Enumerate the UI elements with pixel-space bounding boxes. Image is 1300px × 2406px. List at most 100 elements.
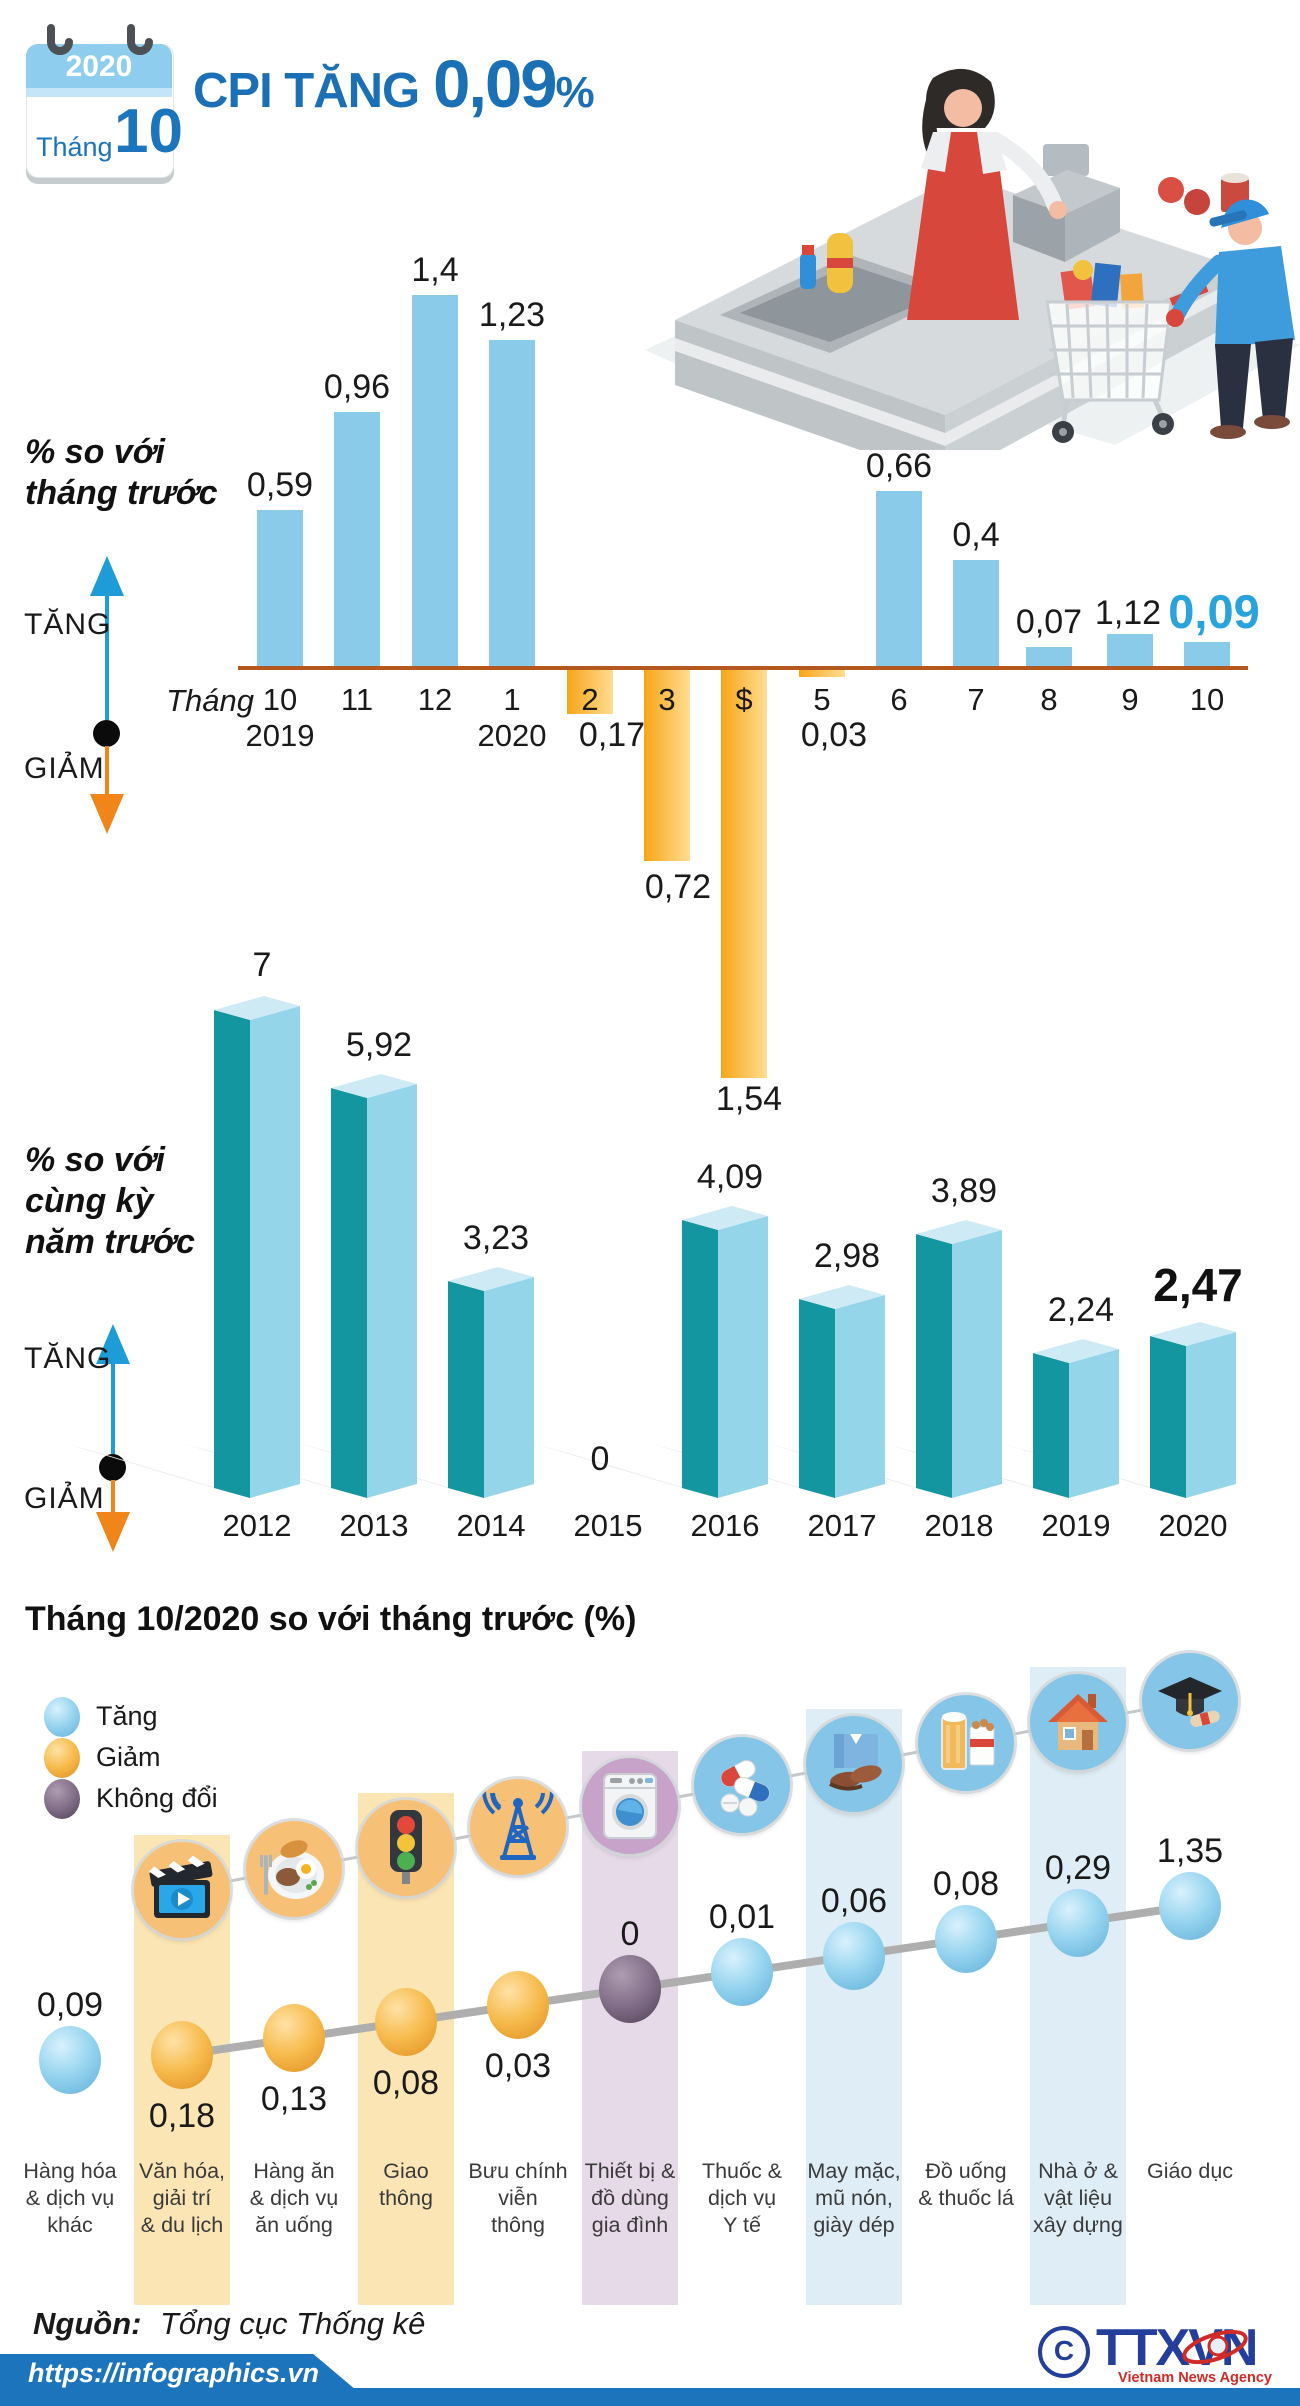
s3-value: 0,01 [708,1898,776,1936]
ball-hang-hoa [39,2026,101,2094]
chart1-value: 0,96 [323,368,391,406]
calendar-icon: 2020 Tháng 10 [26,24,183,178]
chart1-value: 0,59 [246,466,314,504]
chart1-axis [238,666,1248,670]
year-tick: 2018 [924,1508,994,1543]
checkout-illustration [645,68,1300,450]
chart2-value: 5,92 [345,1026,413,1064]
chart1-bar-6-2020 [876,491,922,666]
chart1-bar-10-2019 [257,510,303,666]
chart2-legend-down: GIẢM [24,1482,105,1515]
down-arrow-line [111,1480,115,1514]
month-tick: 1 [503,682,521,717]
chart1-value: 0,72 [644,868,712,906]
chart1-legend-up: TĂNG [24,608,112,641]
legend-ball-up [44,1697,80,1737]
month-tick: 11 [340,682,374,717]
legend-label-down: Giảm [96,1742,161,1772]
s3-value: 0,08 [932,1865,1000,1903]
category-label: Nhà ở & vật liệu xây dựng [1033,2159,1123,2237]
up-arrow-line [111,1362,115,1455]
year-tick: 2016 [690,1508,760,1543]
apple-icon [1158,177,1184,203]
chart1-bar-9-2020 [1107,634,1153,666]
year-tick: 2019 [1041,1508,1111,1543]
chart2-value: 7 [252,946,272,984]
up-arrow-icon [96,1324,130,1364]
month-tick: 10 [1189,682,1225,717]
s3-value: 0,29 [1044,1849,1112,1887]
category-label: Giao thông [379,2159,433,2210]
category-label: Hàng ăn & dịch vụ ăn uống [249,2159,339,2237]
category-label: Thiết bị & đồ dùng gia đình [584,2159,676,2237]
legend-dot-icon [93,720,120,747]
chart1-bar-10-2020 [1184,642,1230,666]
page-title-value: 0,09 [433,47,557,122]
category-label: Bưu chính viễn thông [468,2159,568,2237]
chart2-value-current: 2,47 [1153,1259,1243,1311]
ball-van-hoa [151,2021,213,2089]
source-label: Nguồn: [33,2306,142,2341]
month-tick: 3 [658,682,676,717]
category-label: Đồ uống & thuốc lá [918,2159,1014,2210]
month-tick: 2 [581,682,599,717]
cinema-icon [134,1842,230,1938]
chart1-value-current: 0,09 [1168,585,1260,638]
house-icon [1030,1674,1126,1770]
calendar-month-number: 10 [114,97,183,166]
year-tick: 2014 [456,1508,526,1543]
s3-value: 0,18 [148,2097,216,2135]
bottle-icon [800,253,816,289]
year-tick: 2017 [807,1508,877,1543]
register-screen [1043,144,1089,176]
month-tick: 8 [1040,682,1058,717]
legend-ball-down [44,1738,80,1778]
footer-url-banner [0,2354,356,2390]
chart1-bar-7-2020 [953,560,999,666]
footer-url[interactable]: https://infographics.vn [28,2358,320,2388]
source-value: Tổng cục Thống kê [160,2306,426,2341]
chart1-bar-5-2020 [799,668,845,677]
chart1-bar-2-2020 [567,668,613,714]
calendar-year: 2020 [65,50,133,83]
antenna-icon [470,1779,566,1875]
chart2-value: 3,89 [930,1172,998,1210]
chart1-value: 0,17 [578,716,646,754]
copyright-icon: C [1038,2326,1090,2378]
chart1-bar-4-2020 [721,668,767,1078]
category-label: Hàng hóa & dịch vụ khác [23,2159,117,2237]
traffic-light-icon [358,1800,454,1896]
chart1-axis-label: Tháng [166,683,254,718]
cashier-figure [907,68,1067,320]
calendar-ring-icon [127,24,153,55]
apple-icon [1184,189,1210,215]
page-title-percent: % [555,68,595,117]
month-tick: $ [735,682,753,717]
chart1-value: 1,4 [411,251,459,289]
legend-label-up: Tăng [96,1701,158,1731]
chart2-3d-bars [64,996,1236,1498]
chart1-value: 1,23 [478,296,546,334]
beverage-tobacco-icon [918,1695,1014,1791]
s3-value: 1,35 [1156,1832,1224,1870]
chart2-value: 4,09 [696,1158,764,1196]
chart2-value: 3,23 [462,1219,530,1257]
chart1-year-2019: 2019 [245,718,315,753]
chart1-bar-3-2020 [644,668,690,861]
legend-label-zero: Không đổi [96,1783,218,1813]
page-title: CPI TĂNG 0,09 % [193,46,595,123]
chart2-value: 2,24 [1047,1291,1115,1329]
category-label: Thuốc & dịch vụ Y tế [701,2159,783,2237]
category-label: Văn hóa, giải trí & du lịch [138,2159,226,2237]
category-label: Giáo dục [1146,2159,1234,2183]
up-arrow-icon [90,556,124,596]
chart1-legend-down: GIẢM [24,752,105,785]
chart1-bar-11-2019 [334,412,380,666]
s3-value: 0,09 [36,1986,104,2024]
down-arrow-icon [90,794,124,834]
legend-dot-icon [99,1454,126,1481]
year-tick: 2013 [339,1508,409,1543]
month-tick: 6 [890,682,908,717]
ball-do-uong [935,1905,997,1973]
down-arrow-line [105,746,109,796]
